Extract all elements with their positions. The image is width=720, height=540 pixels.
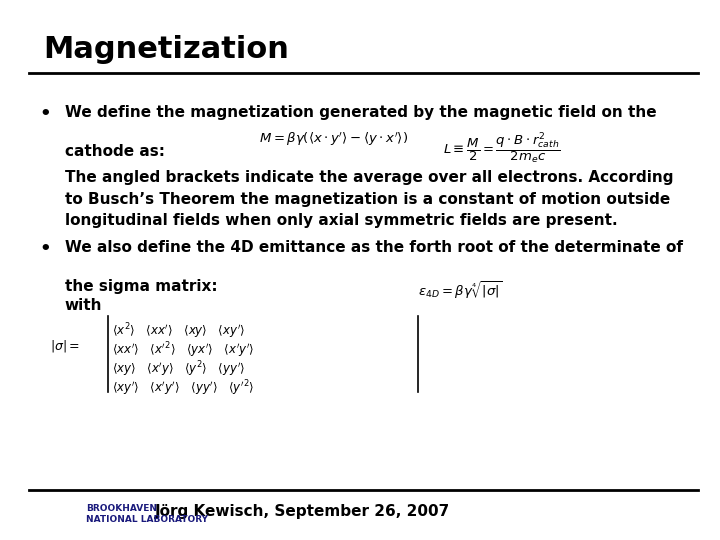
Text: We also define the 4D emittance as the forth root of the determinate of: We also define the 4D emittance as the f… [65,240,683,255]
Text: $|\sigma| =$: $|\sigma| =$ [50,338,81,354]
Text: $\langle x^2 \rangle \quad \langle xx' \rangle \quad \langle xy \rangle \quad \l: $\langle x^2 \rangle \quad \langle xx' \… [112,321,245,341]
Text: with: with [65,298,102,313]
Text: The angled brackets indicate the average over all electrons. According
to Busch’: The angled brackets indicate the average… [65,170,673,228]
Text: cathode as:: cathode as: [65,144,165,159]
Text: the sigma matrix:: the sigma matrix: [65,279,217,294]
Text: We define the magnetization generated by the magnetic field on the: We define the magnetization generated by… [65,105,657,120]
Text: $L \equiv \dfrac{M}{2} = \dfrac{q \cdot B \cdot r_{cath}^{2}}{2m_e c}$: $L \equiv \dfrac{M}{2} = \dfrac{q \cdot … [443,131,560,166]
Text: Jörg Kewisch, September 26, 2007: Jörg Kewisch, September 26, 2007 [155,504,450,519]
Text: Magnetization: Magnetization [43,35,289,64]
Text: $\langle xy' \rangle \quad \langle x'y' \rangle \quad \langle yy' \rangle \quad : $\langle xy' \rangle \quad \langle x'y' … [112,378,254,397]
Text: $M = \beta\gamma(\langle x \cdot y'\rangle - \langle y \cdot x'\rangle)$: $M = \beta\gamma(\langle x \cdot y'\rang… [259,131,408,148]
Text: $\langle xy \rangle \quad \langle x'y \rangle \quad \langle y^2 \rangle \quad \l: $\langle xy \rangle \quad \langle x'y \r… [112,359,245,379]
Text: •: • [40,105,51,123]
Text: $\langle xx' \rangle \quad \langle x'^2 \rangle \quad \langle yx' \rangle \quad : $\langle xx' \rangle \quad \langle x'^2 … [112,340,254,360]
Text: $\varepsilon_{4D} = \beta\gamma \sqrt[4]{|\sigma|}$: $\varepsilon_{4D} = \beta\gamma \sqrt[4]… [418,279,503,301]
Text: BROOKHAVEN
NATIONAL LABORATORY: BROOKHAVEN NATIONAL LABORATORY [86,504,208,524]
Text: •: • [40,240,51,258]
